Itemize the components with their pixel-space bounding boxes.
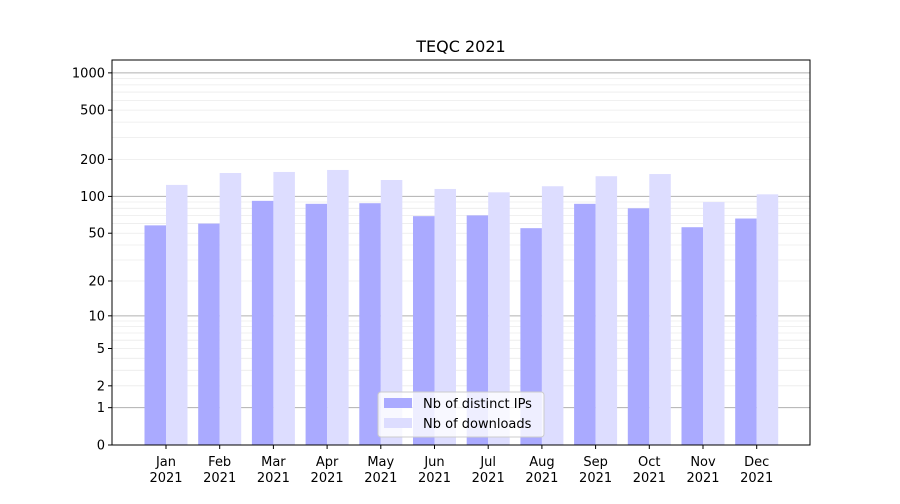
bar-distinct-ips [305,203,328,445]
bar-distinct-ips [413,216,435,445]
bar-downloads [380,179,403,445]
plot-frame [111,59,811,446]
bar-downloads [595,176,618,446]
y-tick-label: 200 [80,153,105,168]
bar-downloads [166,184,188,445]
y-tick-label: 100 [80,190,105,205]
bar-downloads [541,186,564,445]
bar-downloads [488,192,510,445]
bar-distinct-ips [627,208,650,445]
chart-title: TEQC 2021 [415,37,505,56]
x-tick-label: Mar 2021 [257,455,290,486]
legend-label: Nb of distinct IPs [423,397,532,412]
y-tick-label: 50 [88,227,105,242]
bar-distinct-ips [681,227,703,445]
legend-label: Nb of downloads [423,417,532,432]
y-tick-label: 5 [97,342,105,357]
y-tick-label: 2 [97,379,105,394]
bar-distinct-ips [466,215,489,445]
y-tick-label: 1 [97,401,105,416]
x-tick-label: Dec 2021 [740,455,773,486]
y-tick-label: 1000 [72,66,105,81]
bar-distinct-ips [359,203,381,445]
bar-downloads [327,169,349,446]
x-tick-label: Jun 2021 [418,455,451,486]
x-tick-label: Aug 2021 [525,455,558,486]
bar-downloads [649,174,671,445]
y-tick-label: 20 [88,275,105,290]
x-tick-label: Oct 2021 [633,455,666,486]
legend-swatch [384,418,412,428]
y-tick-label: 10 [88,309,105,324]
bar-downloads [434,188,456,445]
legend-box [377,391,545,438]
bar-distinct-ips [198,223,220,445]
x-tick-label: Jan 2021 [149,455,182,486]
y-tick-label: 500 [80,104,105,119]
x-tick-label: Jul 2021 [472,455,505,486]
x-tick-label: Apr 2021 [311,455,344,486]
x-tick-label: Sep 2021 [579,455,612,486]
bar-downloads [219,172,242,445]
bar-downloads [703,202,725,445]
bar-distinct-ips [520,228,542,445]
bar-distinct-ips [251,200,274,445]
legend-swatch [384,398,412,408]
bar-downloads [273,171,295,445]
x-tick-label: May 2021 [364,455,397,486]
bar-downloads [756,194,779,445]
x-tick-label: Feb 2021 [203,455,236,486]
legend: Nb of distinct IPs Nb of downloads [377,391,545,438]
y-tick-label: 0 [97,439,105,454]
x-tick-label: Nov 2021 [686,455,719,486]
bar-distinct-ips [144,225,166,445]
bar-distinct-ips [574,203,596,445]
bar-distinct-ips [735,218,757,445]
